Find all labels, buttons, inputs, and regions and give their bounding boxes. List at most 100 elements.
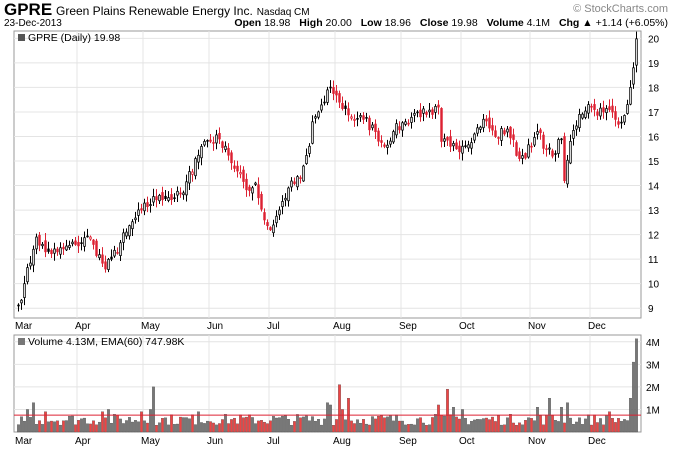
volume-bar xyxy=(23,420,26,433)
candle-body xyxy=(122,232,125,243)
candle-body xyxy=(362,115,365,120)
volume-bar xyxy=(614,422,617,433)
candle-body xyxy=(614,111,617,120)
candle-body xyxy=(374,123,377,132)
candle-body xyxy=(227,147,230,156)
candle-body xyxy=(341,103,344,109)
candle-body xyxy=(134,217,137,221)
volume-bar xyxy=(329,404,332,433)
candle-body xyxy=(389,140,392,145)
candle-body xyxy=(590,105,593,108)
volume-bar xyxy=(188,418,191,433)
volume-bar xyxy=(431,417,434,433)
volume-bar xyxy=(587,414,590,433)
volume-bar xyxy=(203,423,206,433)
candle-body xyxy=(278,209,281,216)
candle-body xyxy=(401,122,404,131)
price-axis-tick-label: 20 xyxy=(648,34,660,45)
candle-body xyxy=(194,158,197,177)
volume-bar xyxy=(314,421,317,433)
volume-axis-tick-label: 2M xyxy=(646,383,660,394)
volume-bar xyxy=(275,417,278,433)
volume-bar xyxy=(326,402,329,433)
candle-body xyxy=(29,262,32,267)
volume-bar xyxy=(518,422,521,433)
candle-body xyxy=(557,139,560,154)
volume-bar xyxy=(551,415,554,433)
volume-bar xyxy=(563,422,566,433)
candle-body xyxy=(74,240,77,245)
volume-bar xyxy=(239,414,242,433)
candle-body xyxy=(458,145,461,153)
volume-bar xyxy=(524,420,527,433)
candle-body xyxy=(56,248,59,253)
candle-body xyxy=(200,146,203,159)
volume-bar xyxy=(344,419,347,433)
candle-body xyxy=(179,192,182,195)
candle-body xyxy=(431,109,434,115)
open-value: 18.98 xyxy=(264,17,291,29)
candle-body xyxy=(485,118,488,122)
candle-body xyxy=(551,150,554,157)
candle-body xyxy=(197,154,200,163)
price-legend: GPRE (Daily) 19.98 xyxy=(18,32,120,44)
candle-body xyxy=(578,114,581,129)
volume-bar xyxy=(440,415,443,433)
candle-body xyxy=(428,109,431,113)
candle-body xyxy=(443,138,446,142)
candle-body xyxy=(437,104,440,108)
candle-body xyxy=(521,155,524,159)
candle-body xyxy=(461,145,464,154)
candle-body xyxy=(608,106,611,110)
stockcharts-logo[interactable]: © StockCharts.com xyxy=(573,3,668,15)
volume-month-tick-label: Nov xyxy=(528,436,546,447)
candle-body xyxy=(242,169,245,182)
volume-bar xyxy=(227,423,230,433)
volume-bar xyxy=(449,414,452,433)
price-month-tick-label: Apr xyxy=(75,321,91,332)
volume-bar xyxy=(206,420,209,433)
volume-bar xyxy=(512,422,515,433)
candle-body xyxy=(188,171,191,184)
candle-body xyxy=(185,181,188,196)
volume-bar xyxy=(590,424,593,433)
candle-body xyxy=(500,128,503,141)
volume-value: 4.1M xyxy=(526,17,551,29)
candle-body xyxy=(311,121,314,144)
volume-bar xyxy=(374,418,377,433)
price-month-tick-label: Aug xyxy=(333,321,351,332)
candle-body xyxy=(203,140,206,146)
volume-bar xyxy=(230,419,233,433)
volume-bar xyxy=(353,423,356,433)
volume-month-tick-label: Aug xyxy=(333,436,351,447)
exchange-label: Nasdaq CM xyxy=(256,7,310,18)
volume-bar xyxy=(113,414,116,433)
volume-bar xyxy=(56,420,59,433)
volume-bar xyxy=(455,416,458,433)
volume-bar xyxy=(74,424,77,433)
candle-body xyxy=(347,108,350,116)
volume-bar xyxy=(521,424,524,433)
low-value: 18.96 xyxy=(384,17,411,29)
volume-axis-tick-label: 3M xyxy=(646,360,660,371)
volume-bar xyxy=(302,416,305,433)
candle-body xyxy=(50,249,53,255)
volume-bar xyxy=(428,424,431,433)
candle-body xyxy=(296,176,299,188)
volume-bar xyxy=(545,415,548,433)
price-axis-tick-label: 10 xyxy=(648,280,660,291)
volume-bar xyxy=(566,402,569,433)
volume-bar xyxy=(509,414,512,433)
chart-date: 23-Dec-2013 xyxy=(4,18,62,29)
volume-legend-label: Volume 4.13M, EMA(60) 747.98K xyxy=(28,336,184,348)
candle-body xyxy=(62,246,65,250)
candle-body xyxy=(245,178,248,191)
candle-body xyxy=(377,130,380,142)
volume-bar xyxy=(68,416,71,433)
volume-bar xyxy=(191,414,194,433)
price-axis-tick-label: 18 xyxy=(648,83,660,94)
volume-bar xyxy=(584,418,587,433)
candle-body xyxy=(386,144,389,148)
volume-bar xyxy=(350,420,353,433)
